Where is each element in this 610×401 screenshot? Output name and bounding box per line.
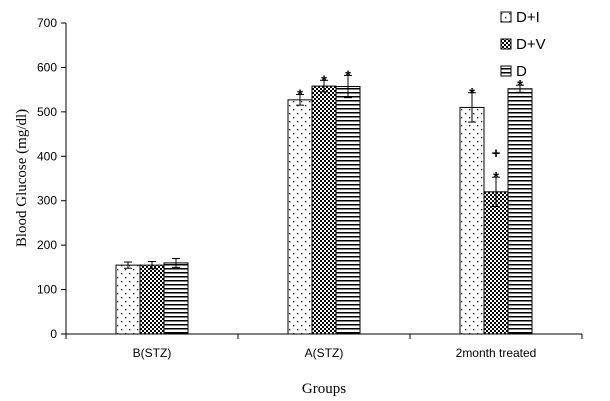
y-tick-label: 400 <box>37 149 57 163</box>
legend-label-d: D <box>516 63 527 80</box>
legend: D+I D+V D <box>500 9 546 80</box>
error-bar-d-i-a-stz <box>296 94 304 106</box>
significance-marks-group: * * * * + * * <box>297 67 523 186</box>
legend-swatch-d-i <box>500 11 512 23</box>
significance-mark: * <box>345 67 351 84</box>
x-axis-ticks: B(STZ) A(STZ) 2month treated <box>65 334 583 360</box>
bar-d-b-stz <box>163 262 189 335</box>
legend-label-d-v: D+V <box>516 36 546 53</box>
error-bar-d-b-stz <box>172 257 180 268</box>
x-tick-label: 2month treated <box>456 346 537 360</box>
legend-label-d-i: D+I <box>516 9 540 26</box>
bar-d-a-stz <box>335 86 361 335</box>
y-axis-ticks: 0 100 200 300 400 500 600 700 <box>37 16 66 341</box>
bar-d-i-a-stz <box>287 99 313 335</box>
error-bar-d-i-b-stz <box>124 261 132 269</box>
bar-d-2month-treated <box>507 88 533 335</box>
error-bars-group <box>124 74 524 270</box>
error-bar-d-i-2month-treated <box>468 92 476 123</box>
bar-d-i-2month-treated <box>459 106 485 335</box>
y-axis-label: Blood Glucose (mg/dl) <box>14 109 30 247</box>
x-tick-label: A(STZ) <box>305 346 344 360</box>
error-bar-d-v-a-stz <box>320 79 328 93</box>
y-tick-label: 600 <box>37 60 57 74</box>
significance-mark: * <box>297 87 303 104</box>
y-tick-label: 0 <box>50 327 57 341</box>
significance-mark: * <box>469 85 475 102</box>
y-tick-label: 700 <box>37 16 57 30</box>
bar-d-v-b-stz <box>139 264 165 335</box>
bar-d-v-a-stz <box>311 85 337 335</box>
bar-d-v-2month-treated <box>483 191 509 335</box>
significance-mark: * <box>517 77 523 94</box>
y-tick-label: 300 <box>37 194 57 208</box>
significance-mark: + * <box>492 145 501 186</box>
legend-swatch-d <box>500 65 512 77</box>
significance-mark: * <box>321 72 327 89</box>
legend-swatch-d-v <box>500 38 512 50</box>
error-bar-d-2month-treated <box>516 84 524 93</box>
y-tick-label: 200 <box>37 238 57 252</box>
bars-group <box>115 85 533 335</box>
y-tick-label: 100 <box>37 283 57 297</box>
error-bar-d-a-stz <box>344 74 352 99</box>
bar-d-i-b-stz <box>115 264 141 335</box>
error-bar-d-v-b-stz <box>148 261 156 270</box>
x-tick-label: B(STZ) <box>133 346 172 360</box>
y-tick-label: 500 <box>37 105 57 119</box>
x-axis-label: Groups <box>302 381 346 397</box>
error-bar-d-v-2month-treated <box>492 176 500 207</box>
